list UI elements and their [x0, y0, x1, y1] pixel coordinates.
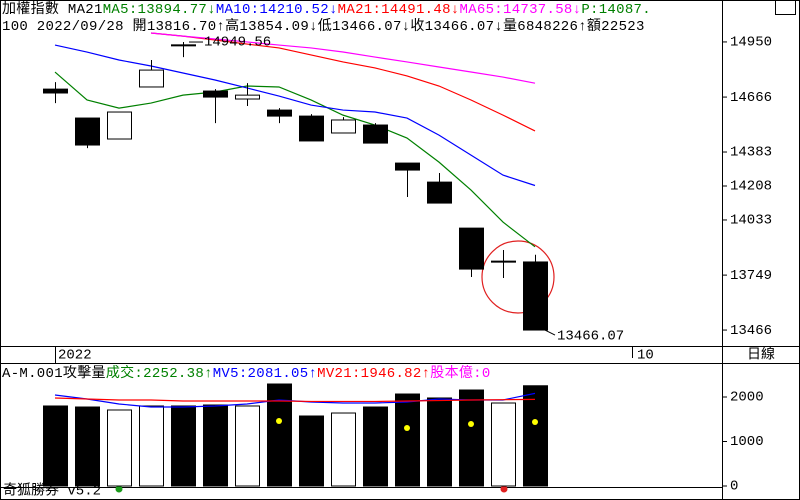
- marker: [532, 419, 538, 426]
- candle-body: [395, 162, 420, 171]
- volume-bar: [491, 402, 516, 487]
- volume-bar: [427, 397, 452, 487]
- candle-body: [267, 109, 292, 117]
- candle-body: [75, 117, 100, 146]
- volume-bar: [331, 412, 356, 487]
- header-item: 成交:2252.38↑: [105, 366, 213, 382]
- header-item: 100 2022/09/28 開13816.70↑高13854.09↓低1346…: [2, 19, 645, 35]
- candle-body: [331, 119, 356, 134]
- ma-line: [54, 44, 536, 187]
- candle-body: [171, 44, 196, 47]
- annotation: 14949.56: [204, 35, 271, 51]
- period-label: 日線: [747, 347, 775, 364]
- candle-body: [459, 227, 484, 270]
- volume-bar: [107, 409, 132, 487]
- highlight-circle: [481, 240, 555, 314]
- volume-bar: [171, 405, 196, 487]
- marker: [276, 417, 282, 424]
- header-item: A-M.001攻擊量: [2, 366, 106, 382]
- y-tick-label: 14666: [730, 90, 772, 106]
- volume-bar: [75, 406, 100, 487]
- y-tick-label: 1000: [730, 434, 764, 450]
- header-item: 股本億:0: [430, 366, 491, 382]
- volume-bar: [395, 393, 420, 487]
- y-tick-label: 14383: [730, 145, 772, 161]
- volume-bar: [235, 405, 260, 487]
- candle-body: [427, 181, 452, 204]
- volume-bar: [139, 405, 164, 487]
- volume-bar: [203, 404, 228, 487]
- header-line: 加權指數 MA21MA5:13894.77↓MA10:14210.52↓MA21…: [2, 1, 778, 19]
- candle-body: [139, 69, 164, 88]
- annotation: 13466.07: [557, 329, 624, 345]
- marker: [404, 425, 410, 432]
- signal-dot: [500, 485, 508, 493]
- candle-body: [203, 90, 228, 98]
- corner-button[interactable]: [775, 0, 796, 15]
- marker: [468, 421, 474, 428]
- candle-body: [107, 111, 132, 140]
- header-item: MV21:1946.82↑: [317, 366, 431, 382]
- date-label: 2022: [58, 348, 92, 364]
- y-tick-label: 13749: [730, 268, 772, 284]
- y-tick-label: 0: [730, 479, 738, 495]
- y-tick-label: 13466: [730, 323, 772, 339]
- annotation-leader: [544, 329, 556, 336]
- volume-bar: [363, 406, 388, 487]
- candle-body: [523, 261, 548, 331]
- candle-body: [43, 88, 68, 94]
- candle-body: [491, 260, 516, 263]
- volume-bar: [459, 389, 484, 487]
- header-line: 100 2022/09/28 開13816.70↑高13854.09↓低1346…: [2, 18, 722, 36]
- header-item: 加權指數 MA21: [2, 2, 103, 18]
- candle-body: [235, 94, 260, 100]
- volume-bar: [267, 383, 292, 487]
- volume-header: A-M.001攻擊量成交:2252.38↑MV5:2081.05↑MV21:19…: [2, 365, 722, 383]
- ma-line: [150, 32, 536, 132]
- date-label: 10: [637, 348, 654, 364]
- header-item: MA65:14737.58↓: [459, 2, 582, 18]
- header-item: MA21:14491.48↓: [337, 2, 460, 18]
- y-tick-label: 14033: [730, 213, 772, 229]
- y-tick-label: 2000: [730, 390, 764, 406]
- candle-body: [363, 124, 388, 144]
- header-item: MV5:2081.05↑: [212, 366, 318, 382]
- volume-bar: [523, 385, 548, 487]
- y-tick-label: 14950: [730, 35, 772, 51]
- candle-body: [299, 115, 324, 142]
- header-item: MA10:14210.52↓: [215, 2, 338, 18]
- header-item: P:14087.: [581, 2, 651, 18]
- volume-bar: [43, 405, 68, 487]
- ma-line: [54, 397, 536, 403]
- ma-line: [54, 71, 536, 248]
- header-item: MA5:13894.77↓: [102, 2, 216, 18]
- y-tick-label: 14208: [730, 179, 772, 195]
- ma-line: [150, 32, 536, 84]
- volume-bar: [299, 415, 324, 487]
- signal-dot: [115, 485, 123, 493]
